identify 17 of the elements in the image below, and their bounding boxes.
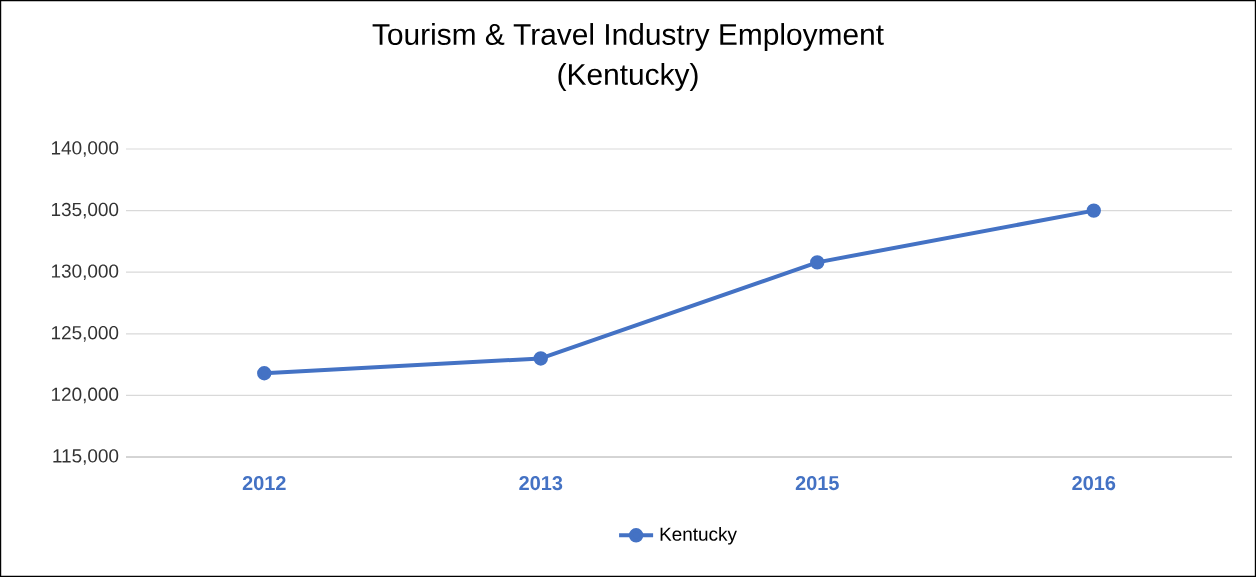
y-tick-label: 130,000 bbox=[51, 264, 119, 281]
x-tick-label: 2015 bbox=[795, 476, 839, 491]
y-tick-label: 140,000 bbox=[51, 141, 119, 157]
x-tick-label: 2016 bbox=[1072, 476, 1116, 491]
y-tick-label: 115,000 bbox=[53, 449, 119, 465]
x-tick-label: 2012 bbox=[242, 476, 286, 491]
chart-title: Tourism & Travel Industry Employment bbox=[372, 23, 884, 51]
y-tick-label: 125,000 bbox=[51, 325, 119, 342]
point bbox=[533, 351, 548, 366]
legend-label: Kentucky bbox=[660, 526, 737, 545]
x-tick-label: 2013 bbox=[519, 476, 563, 491]
y-tick-label: 120,000 bbox=[51, 387, 119, 404]
point bbox=[1086, 203, 1101, 218]
y-tick-label: 135,000 bbox=[51, 202, 119, 219]
point bbox=[810, 255, 825, 270]
point bbox=[257, 366, 272, 381]
chart-subtitle: (Kentucky) bbox=[558, 63, 698, 91]
